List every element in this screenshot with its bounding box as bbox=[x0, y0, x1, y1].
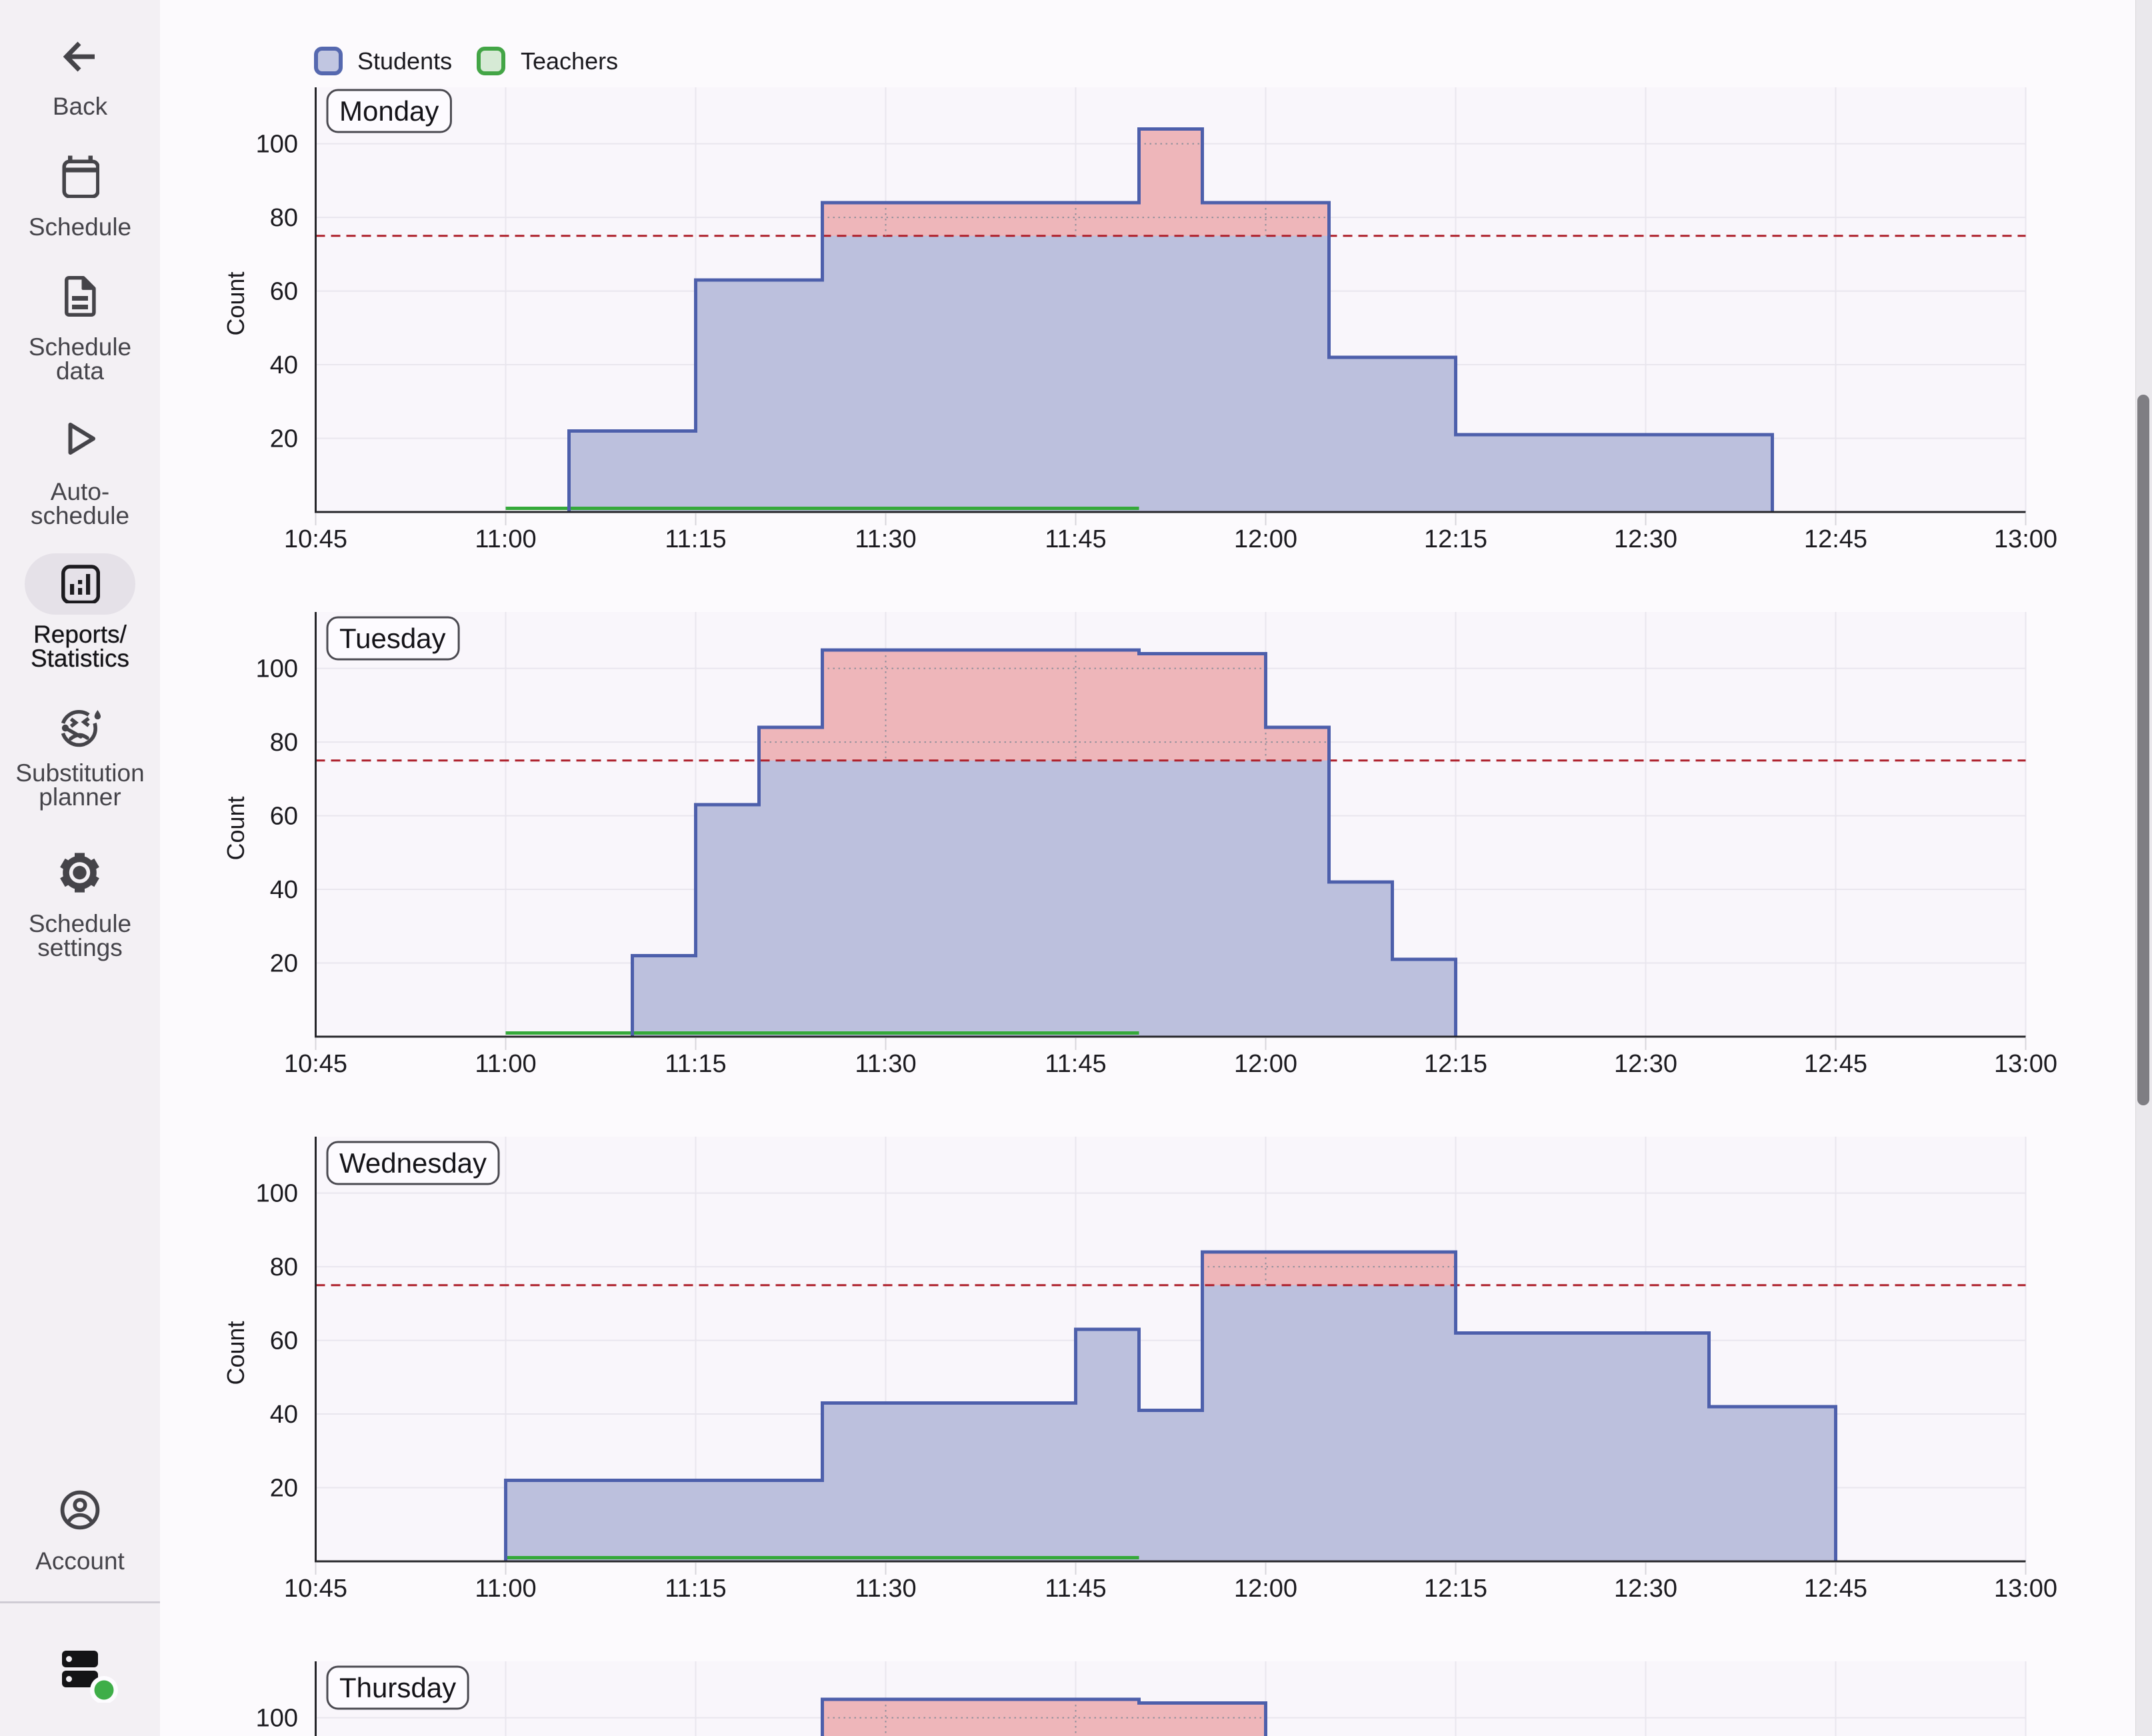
svg-text:Teachers: Teachers bbox=[521, 47, 618, 75]
svg-text:13:00: 13:00 bbox=[1994, 1575, 2057, 1603]
svg-text:11:45: 11:45 bbox=[1045, 525, 1106, 553]
svg-text:12:30: 12:30 bbox=[1614, 1575, 1677, 1603]
svg-text:13:00: 13:00 bbox=[1994, 525, 2057, 553]
svg-text:11:30: 11:30 bbox=[855, 525, 916, 553]
svg-text:11:00: 11:00 bbox=[475, 1575, 536, 1603]
svg-text:12:15: 12:15 bbox=[1424, 1575, 1487, 1603]
svg-text:80: 80 bbox=[270, 1253, 298, 1281]
svg-text:20: 20 bbox=[270, 425, 298, 453]
svg-text:11:00: 11:00 bbox=[475, 525, 536, 553]
svg-text:11:30: 11:30 bbox=[855, 1050, 916, 1078]
svg-text:12:00: 12:00 bbox=[1234, 1050, 1297, 1078]
svg-text:80: 80 bbox=[270, 729, 298, 757]
svg-text:Count: Count bbox=[222, 1321, 249, 1385]
svg-text:60: 60 bbox=[270, 1327, 298, 1355]
svg-text:100: 100 bbox=[256, 131, 298, 159]
svg-text:10:45: 10:45 bbox=[284, 1575, 347, 1603]
svg-text:Count: Count bbox=[222, 271, 249, 335]
svg-text:100: 100 bbox=[256, 1180, 298, 1208]
svg-text:12:45: 12:45 bbox=[1804, 1050, 1867, 1078]
svg-text:12:15: 12:15 bbox=[1424, 1050, 1487, 1078]
svg-text:100: 100 bbox=[256, 1705, 298, 1733]
svg-text:12:45: 12:45 bbox=[1804, 1575, 1867, 1603]
svg-text:Wednesday: Wednesday bbox=[339, 1147, 487, 1179]
svg-text:12:00: 12:00 bbox=[1234, 1575, 1297, 1603]
svg-text:11:15: 11:15 bbox=[665, 1575, 726, 1603]
svg-text:11:00: 11:00 bbox=[475, 1050, 536, 1078]
svg-text:Thursday: Thursday bbox=[339, 1672, 456, 1703]
svg-text:40: 40 bbox=[270, 876, 298, 904]
svg-text:11:30: 11:30 bbox=[855, 1575, 916, 1603]
svg-text:20: 20 bbox=[270, 1475, 298, 1503]
svg-text:Count: Count bbox=[222, 796, 249, 860]
svg-text:11:15: 11:15 bbox=[665, 1050, 726, 1078]
svg-text:60: 60 bbox=[270, 278, 298, 306]
svg-text:80: 80 bbox=[270, 204, 298, 232]
svg-text:11:45: 11:45 bbox=[1045, 1575, 1106, 1603]
svg-text:13:00: 13:00 bbox=[1994, 1050, 2057, 1078]
svg-text:100: 100 bbox=[256, 655, 298, 683]
svg-text:12:45: 12:45 bbox=[1804, 525, 1867, 553]
svg-text:12:30: 12:30 bbox=[1614, 525, 1677, 553]
svg-text:12:00: 12:00 bbox=[1234, 525, 1297, 553]
svg-text:Monday: Monday bbox=[339, 95, 439, 127]
svg-text:20: 20 bbox=[270, 950, 298, 978]
svg-text:40: 40 bbox=[270, 1401, 298, 1429]
svg-text:10:45: 10:45 bbox=[284, 525, 347, 553]
svg-text:12:30: 12:30 bbox=[1614, 1050, 1677, 1078]
svg-text:11:15: 11:15 bbox=[665, 525, 726, 553]
svg-text:40: 40 bbox=[270, 351, 298, 379]
svg-text:Students: Students bbox=[357, 47, 452, 75]
svg-text:Tuesday: Tuesday bbox=[339, 623, 446, 654]
svg-text:11:45: 11:45 bbox=[1045, 1050, 1106, 1078]
svg-text:12:15: 12:15 bbox=[1424, 525, 1487, 553]
svg-text:60: 60 bbox=[270, 803, 298, 831]
svg-text:10:45: 10:45 bbox=[284, 1050, 347, 1078]
